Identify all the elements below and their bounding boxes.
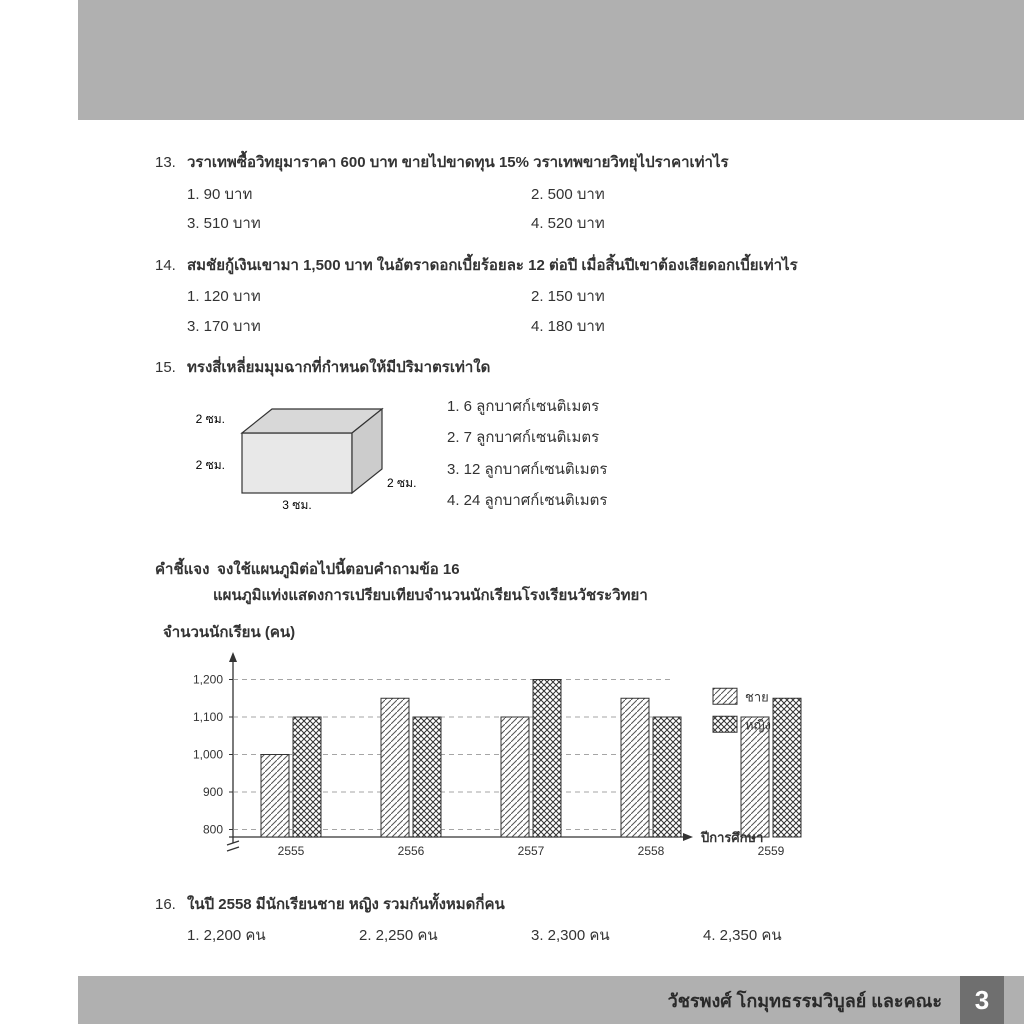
question-13: 13. วราเทพซื้อวิทยุมาราคา 600 บาท ขายไปข… <box>155 150 875 239</box>
q13-choice-4: 4. 520 บาท <box>531 209 875 239</box>
page-number: 3 <box>960 976 1004 1024</box>
q14-choice-4: 4. 180 บาท <box>531 312 875 342</box>
q16-text: ในปี 2558 มีนักเรียนชาย หญิง รวมกันทั้งห… <box>187 892 875 918</box>
q14-choice-3: 3. 170 บาท <box>187 312 531 342</box>
question-15: 15. ทรงสี่เหลี่ยมมุมฉากที่กำหนดให้มีปริม… <box>155 355 875 529</box>
cuboid-depth-l: 2 ซม. <box>196 412 225 426</box>
cuboid-diagram: 2 ซม. 2 ซม. 2 ซม. 3 ซม. <box>187 391 447 530</box>
instruction-text: จงใช้แผนภูมิต่อไปนี้ตอบคำถามข้อ 16 <box>217 561 459 578</box>
bar-chart: 800 900 1,000 1,100 1,200 2555 2556 2557 2558 255… <box>163 652 843 882</box>
svg-text:ชาย: ชาย <box>745 689 769 704</box>
q14-choice-2: 2. 150 บาท <box>531 282 875 312</box>
q13-text: วราเทพซื้อวิทยุมาราคา 600 บาท ขายไปขาดทุ… <box>187 150 875 176</box>
q15-choice-3: 3. 12 ลูกบาศก์เซนติเมตร <box>447 454 875 486</box>
q14-choice-1: 1. 120 บาท <box>187 282 531 312</box>
q14-number: 14. <box>155 253 187 279</box>
q15-choice-1: 1. 6 ลูกบาศก์เซนติเมตร <box>447 391 875 423</box>
q16-choice-4: 4. 2,350 คน <box>703 921 875 951</box>
svg-text:2559: 2559 <box>758 844 785 858</box>
q15-number: 15. <box>155 355 187 381</box>
svg-text:2556: 2556 <box>398 844 425 858</box>
q16-choice-2: 2. 2,250 คน <box>359 921 531 951</box>
svg-text:1,200: 1,200 <box>193 672 223 686</box>
svg-text:900: 900 <box>203 785 223 799</box>
svg-text:1,100: 1,100 <box>193 710 223 724</box>
chart-subtitle: แผนภูมิแท่งแสดงการเปรียบเทียบจำนวนนักเรี… <box>213 583 875 609</box>
q15-choice-4: 4. 24 ลูกบาศก์เซนติเมตร <box>447 485 875 517</box>
q16-choice-3: 3. 2,300 คน <box>531 921 703 951</box>
question-14: 14. สมชัยกู้เงินเขามา 1,500 บาท ในอัตราด… <box>155 253 875 342</box>
svg-text:2555: 2555 <box>278 844 305 858</box>
q13-choice-2: 2. 500 บาท <box>531 180 875 210</box>
q13-choice-3: 3. 510 บาท <box>187 209 531 239</box>
page-content: 13. วราเทพซื้อวิทยุมาราคา 600 บาท ขายไปข… <box>155 150 875 965</box>
svg-text:2557: 2557 <box>518 844 545 858</box>
svg-text:800: 800 <box>203 822 223 836</box>
svg-text:2558: 2558 <box>638 844 665 858</box>
svg-text:หญิง: หญิง <box>745 717 771 732</box>
svg-text:1,000: 1,000 <box>193 747 223 761</box>
q16-number: 16. <box>155 892 187 918</box>
cuboid-width: 3 ซม. <box>282 498 311 512</box>
q14-text: สมชัยกู้เงินเขามา 1,500 บาท ในอัตราดอกเบ… <box>187 253 875 279</box>
instruction-label: คำชี้แจง <box>155 557 213 583</box>
q13-number: 13. <box>155 150 187 176</box>
cuboid-depth-r: 2 ซม. <box>387 476 416 490</box>
question-16: 16. ในปี 2558 มีนักเรียนชาย หญิง รวมกันท… <box>155 892 875 951</box>
cuboid-height: 2 ซม. <box>196 458 225 472</box>
q15-choices: 1. 6 ลูกบาศก์เซนติเมตร 2. 7 ลูกบาศก์เซนต… <box>447 391 875 530</box>
q15-choice-2: 2. 7 ลูกบาศก์เซนติเมตร <box>447 422 875 454</box>
footer-author: วัชรพงศ์ โกมุทธรรมวิบูลย์ และคณะ <box>668 986 942 1015</box>
footer: วัชรพงศ์ โกมุทธรรมวิบูลย์ และคณะ 3 <box>78 976 1024 1024</box>
svg-text:ปีการศึกษา: ปีการศึกษา <box>700 830 763 845</box>
instruction: คำชี้แจง จงใช้แผนภูมิต่อไปนี้ตอบคำถามข้อ… <box>155 557 875 583</box>
y-axis-title: จำนวนนักเรียน (คน) <box>163 620 875 646</box>
q13-choice-1: 1. 90 บาท <box>187 180 531 210</box>
q16-choice-1: 1. 2,200 คน <box>187 921 359 951</box>
q15-text: ทรงสี่เหลี่ยมมุมฉากที่กำหนดให้มีปริมาตรเ… <box>187 355 875 381</box>
top-band <box>78 0 1024 120</box>
